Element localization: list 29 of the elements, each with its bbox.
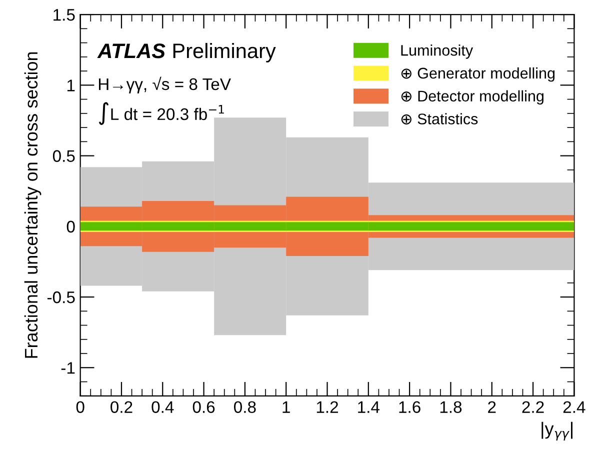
x-tick-label: 0.6 xyxy=(192,401,215,413)
legend-label: ⊕ Generator modelling xyxy=(401,67,555,82)
x-tick-label: 2.2 xyxy=(522,401,544,413)
y-axis-title: Fractional uncertainty on cross section xyxy=(24,52,42,358)
annotation: ATLAS xyxy=(97,44,166,58)
legend-label: Luminosity xyxy=(401,44,474,59)
x-tick-label: 1 xyxy=(282,401,290,413)
annotation: H→γγ, √s = 8 TeV xyxy=(98,76,231,94)
annotation: ∫L dt = 20.3 fb$^{−1}$ xyxy=(98,102,224,125)
x-tick-label: 0 xyxy=(76,401,84,413)
x-axis-title: |y$_{γγ}$| xyxy=(542,422,572,441)
y-tick-label: -0.5 xyxy=(47,291,75,304)
y-tick-label: -1 xyxy=(61,362,75,374)
x-tick-label: 1.2 xyxy=(316,401,338,413)
x-tick-label: 1.4 xyxy=(358,401,380,413)
y-tick-label: 0.5 xyxy=(52,150,75,162)
x-tick-label: 2.4 xyxy=(563,401,586,413)
annotation: Preliminary xyxy=(173,42,276,62)
x-tick-label: 0.8 xyxy=(234,401,256,413)
y-tick-label: 0 xyxy=(66,220,75,233)
x-tick-label: 2 xyxy=(488,401,496,413)
y-tick-label: 1.5 xyxy=(54,9,75,21)
x-tick-label: 0.2 xyxy=(110,401,132,413)
x-tick-label: 0.4 xyxy=(152,401,174,413)
legend-label: ⊕ Detector modelling xyxy=(401,90,544,105)
x-tick-label: 1.8 xyxy=(440,401,462,413)
legend-label: ⊕ Statistics xyxy=(401,113,478,124)
x-tick-label: 1.6 xyxy=(399,401,420,413)
y-tick-label: 1 xyxy=(67,80,75,92)
